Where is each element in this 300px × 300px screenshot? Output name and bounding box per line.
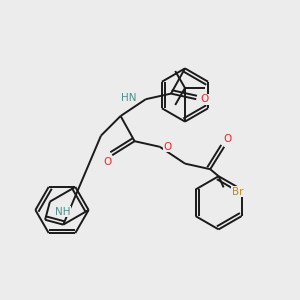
Text: HN: HN [121, 93, 137, 103]
Text: O: O [164, 142, 172, 152]
Text: NH: NH [55, 207, 70, 217]
Text: O: O [200, 94, 208, 104]
Text: O: O [103, 157, 111, 167]
Text: O: O [223, 134, 231, 144]
Text: Br: Br [232, 187, 243, 196]
